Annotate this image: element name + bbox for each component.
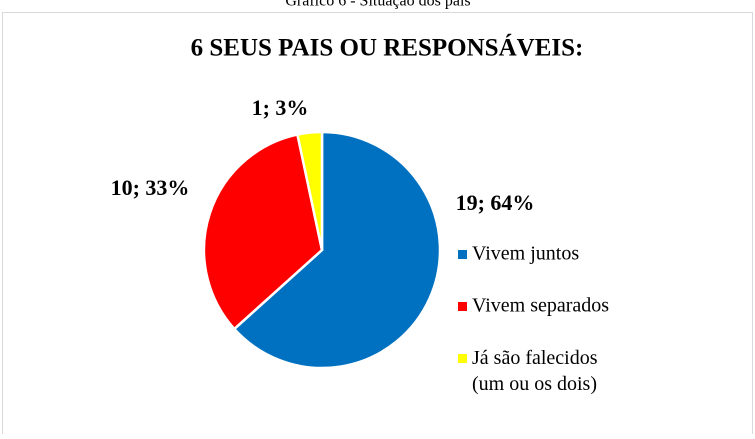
data-label: 10; 33% bbox=[111, 175, 190, 200]
pie-slice bbox=[202, 133, 324, 331]
legend-swatch bbox=[458, 354, 467, 363]
data-label: 19; 64% bbox=[456, 190, 535, 215]
pie-slice bbox=[295, 130, 324, 251]
legend-label: Vivem juntos bbox=[472, 243, 579, 265]
legend-label: Já são falecidos (um ou os dois) bbox=[472, 347, 598, 395]
chart-title: 6 SEUS PAIS OU RESPONSÁVEIS: bbox=[191, 34, 584, 62]
legend-label: Vivem separados bbox=[472, 295, 609, 317]
data-label: 1; 3% bbox=[252, 95, 309, 120]
pie-slice bbox=[232, 130, 442, 370]
legend-swatch bbox=[458, 250, 467, 259]
caption: Gráfico 6 - Situação dos pais bbox=[285, 0, 470, 10]
legend-swatch bbox=[458, 302, 467, 311]
